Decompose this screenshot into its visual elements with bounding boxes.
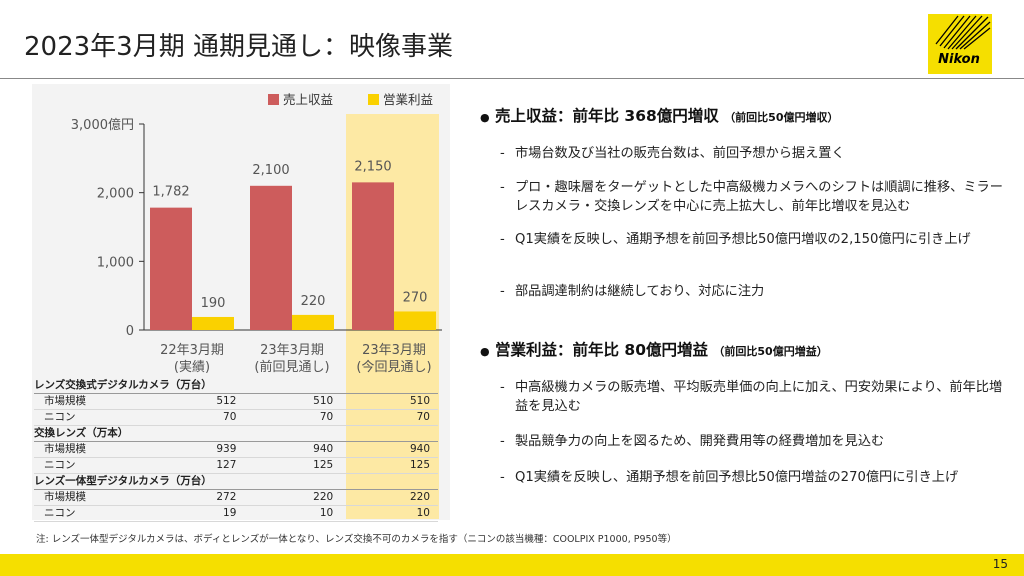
data-label: 190 xyxy=(201,296,226,311)
revenue-point: - プロ・趣味層をターゲットとした中高級機カメラへのシフトは順調に推移、ミラーレス… xyxy=(500,180,1003,214)
page-number: 15 xyxy=(992,557,1008,571)
table-row: ニコン 70 70 70 xyxy=(34,409,438,426)
bullet-icon: ● xyxy=(480,111,490,124)
table-row: 市場規模 272 220 220 xyxy=(34,489,438,506)
dash-icon: - xyxy=(500,434,505,449)
profit-bar xyxy=(394,311,436,330)
profit-heading-note: （前回比50億円増益） xyxy=(713,345,828,358)
legend-swatch xyxy=(368,94,379,105)
table-row: ニコン 127 125 125 xyxy=(34,457,438,474)
y-tick-label: 1,000 xyxy=(97,255,134,270)
legend-label: 営業利益 xyxy=(383,92,433,107)
x-category-label: 23年3月期 xyxy=(260,343,324,358)
group-title: 交換レンズ（万本） xyxy=(34,425,438,442)
data-label: 2,100 xyxy=(252,163,289,178)
profit-heading-text: 営業利益：前年比 80億円増益 xyxy=(495,341,708,359)
data-label: 2,150 xyxy=(354,159,391,174)
group-title: レンズ一体型デジタルカメラ（万台） xyxy=(34,473,438,490)
revenue-heading-text: 売上収益：前年比 368億円増収 xyxy=(495,107,719,125)
bullet-icon: ● xyxy=(480,345,490,358)
table-group-header: レンズ交換式デジタルカメラ（万台） xyxy=(34,378,438,394)
table-row: 市場規模 939 940 940 xyxy=(34,441,438,458)
y-tick-label: 0 xyxy=(126,324,134,339)
page-title: 2023年3月期 通期見通し：映像事業 xyxy=(24,32,453,62)
dash-icon: - xyxy=(500,146,505,161)
group-title: レンズ交換式デジタルカメラ（万台） xyxy=(34,378,438,394)
unit-table: レンズ交換式デジタルカメラ（万台） 市場規模 512 510 510 ニコン 70 70 7… xyxy=(34,378,438,522)
bar-chart: 0 1,000 2,000 3,000億円 1,782 2,100 2,150 190 220 2… xyxy=(71,92,442,375)
profit-bar xyxy=(292,314,334,330)
table-row: ニコン 19 10 10 xyxy=(34,505,438,522)
dash-icon: - xyxy=(500,470,505,485)
data-label: 270 xyxy=(403,290,428,305)
title-divider xyxy=(0,78,1024,79)
footer-bar: 15 xyxy=(0,554,1024,576)
revenue-point: - 部品調達制約は継続しており、対応に注力 xyxy=(500,284,765,299)
x-category-sublabel: (前回見通し) xyxy=(254,359,329,375)
y-tick-label: 3,000億円 xyxy=(71,117,134,133)
revenue-bar xyxy=(250,185,292,330)
x-category-label: 23年3月期 xyxy=(362,343,426,358)
table-group-header: 交換レンズ（万本） xyxy=(34,425,438,442)
revenue-heading-note: （前回比50億円増収） xyxy=(724,111,839,124)
table-group-header: レンズ一体型デジタルカメラ（万台） xyxy=(34,473,438,490)
data-label: 1,782 xyxy=(152,185,189,200)
revenue-bar xyxy=(150,207,192,330)
profit-bar xyxy=(192,316,234,330)
x-category-sublabel: (今回見通し) xyxy=(356,359,431,375)
dash-icon: - xyxy=(500,232,505,247)
profit-point: - 製品競争力の向上を図るため、開発費用等の経費増加を見込む xyxy=(500,434,885,449)
footnote: 注: レンズ一体型デジタルカメラは、ボディとレンズが一体となり、レンズ交換不可の… xyxy=(36,534,677,545)
logo-mark xyxy=(928,14,992,74)
profit-heading: ● 営業利益：前年比 80億円増益 （前回比50億円増益） xyxy=(480,338,828,360)
profit-point: - Q1実績を反映し、通期予想を前回予想比50億円増益の270億円に引き上げ xyxy=(500,470,959,485)
legend-swatch xyxy=(268,94,279,105)
logo-wordmark: Nikon xyxy=(938,52,980,67)
table-row: 市場規模 512 510 510 xyxy=(34,393,438,410)
revenue-point: - Q1実績を反映し、通期予想を前回予想比50億円増収の2,150億円に引き上げ xyxy=(500,232,971,247)
dash-icon: - xyxy=(500,380,505,395)
x-category-label: 22年3月期 xyxy=(160,343,224,358)
y-tick-label: 2,000 xyxy=(97,187,134,202)
nikon-logo: Nikon xyxy=(928,14,992,74)
x-category-sublabel: (実績) xyxy=(174,359,210,375)
revenue-bar xyxy=(352,182,394,330)
dash-icon: - xyxy=(500,284,505,299)
revenue-point: - 市場台数及び当社の販売台数は、前回予想から据え置く xyxy=(500,146,845,161)
data-label: 220 xyxy=(301,294,326,309)
legend-label: 売上収益 xyxy=(283,92,333,107)
revenue-heading: ● 売上収益：前年比 368億円増収 （前回比50億円増収） xyxy=(480,104,839,126)
profit-point: - 中高級機カメラの販売増、平均販売単価の向上に加え、円安効果により、前年比増益を… xyxy=(500,380,1003,414)
dash-icon: - xyxy=(500,180,505,195)
